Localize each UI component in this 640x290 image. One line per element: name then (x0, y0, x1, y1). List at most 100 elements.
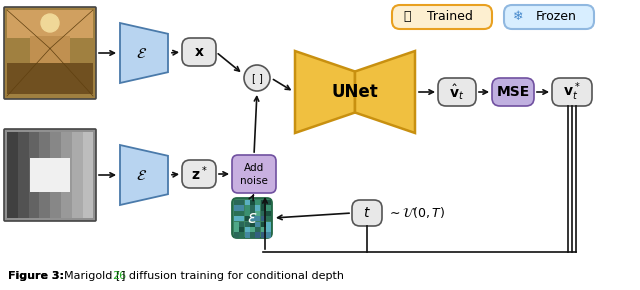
Bar (255, 211, 260, 216)
Bar (250, 232, 255, 238)
FancyBboxPatch shape (504, 5, 594, 29)
Text: $t$: $t$ (363, 206, 371, 220)
Bar (260, 211, 266, 216)
FancyBboxPatch shape (492, 78, 534, 106)
Polygon shape (295, 51, 355, 133)
Bar (266, 232, 271, 238)
Bar (239, 205, 244, 211)
Bar (250, 205, 255, 211)
Bar (250, 227, 255, 232)
Bar (234, 211, 239, 216)
Bar (255, 216, 260, 221)
Text: Marigold [: Marigold [ (65, 271, 121, 281)
Bar (244, 227, 250, 232)
Bar (239, 211, 244, 216)
Circle shape (244, 65, 270, 91)
Text: $\mathcal{E}$: $\mathcal{E}$ (136, 46, 147, 61)
Bar (234, 227, 239, 232)
Text: Frozen: Frozen (536, 10, 577, 23)
FancyBboxPatch shape (182, 38, 216, 66)
FancyBboxPatch shape (232, 198, 272, 238)
Bar (30, 158, 70, 192)
Text: 26: 26 (112, 271, 126, 281)
Text: $\mathbf{z}^*$: $\mathbf{z}^*$ (191, 165, 207, 183)
FancyBboxPatch shape (352, 200, 382, 226)
Text: noise: noise (240, 176, 268, 186)
Bar (7, 63, 93, 94)
Text: Figure 3:: Figure 3: (8, 271, 68, 281)
Bar (50, 132, 61, 218)
Bar (244, 205, 250, 211)
FancyBboxPatch shape (4, 7, 96, 99)
Bar (30, 36, 70, 63)
Bar (7, 132, 18, 218)
Bar (250, 200, 255, 205)
Text: $\hat{\mathbf{v}}_t$: $\hat{\mathbf{v}}_t$ (449, 82, 465, 102)
Bar (61, 132, 72, 218)
Bar (266, 216, 271, 221)
FancyBboxPatch shape (182, 160, 216, 188)
Bar (234, 205, 239, 211)
Bar (234, 232, 239, 238)
Text: $\epsilon$: $\epsilon$ (247, 209, 257, 227)
Bar (244, 222, 250, 227)
Text: 🔥: 🔥 (403, 10, 411, 23)
Bar (260, 232, 266, 238)
Text: ] diffusion training for conditional depth: ] diffusion training for conditional dep… (121, 271, 344, 281)
FancyBboxPatch shape (4, 129, 96, 221)
Bar (40, 132, 50, 218)
Bar (260, 227, 266, 232)
Text: MSE: MSE (497, 85, 530, 99)
Bar (260, 222, 266, 227)
Bar (29, 132, 40, 218)
Bar (234, 216, 239, 221)
Circle shape (41, 14, 59, 32)
Bar (266, 200, 271, 205)
Bar (255, 222, 260, 227)
Text: UNet: UNet (332, 83, 378, 101)
Text: $\mathbf{x}$: $\mathbf{x}$ (194, 45, 204, 59)
Bar (255, 227, 260, 232)
Bar (260, 205, 266, 211)
Text: $\mathcal{E}$: $\mathcal{E}$ (136, 168, 147, 182)
Bar (244, 216, 250, 221)
Bar (244, 200, 250, 205)
Bar (239, 222, 244, 227)
Text: Figure 3:: Figure 3: (0, 289, 1, 290)
Bar (244, 211, 250, 216)
Bar (266, 211, 271, 216)
Bar (239, 216, 244, 221)
Bar (260, 216, 266, 221)
FancyBboxPatch shape (438, 78, 476, 106)
Bar (244, 232, 250, 238)
FancyBboxPatch shape (552, 78, 592, 106)
Text: Add: Add (244, 163, 264, 173)
Text: $\mathbf{v}_t^*$: $\mathbf{v}_t^*$ (563, 81, 580, 103)
Bar (266, 227, 271, 232)
Polygon shape (120, 23, 168, 83)
Bar (255, 232, 260, 238)
Text: $\sim \mathcal{U}(0, T)$: $\sim \mathcal{U}(0, T)$ (387, 206, 445, 220)
Bar (266, 205, 271, 211)
Bar (234, 200, 239, 205)
Bar (250, 222, 255, 227)
Bar (250, 211, 255, 216)
FancyBboxPatch shape (232, 155, 276, 193)
Bar (72, 132, 83, 218)
Polygon shape (355, 51, 415, 133)
Polygon shape (120, 145, 168, 205)
Bar (260, 200, 266, 205)
Bar (250, 216, 255, 221)
Bar (266, 222, 271, 227)
Text: Trained: Trained (427, 10, 473, 23)
Bar (234, 222, 239, 227)
Bar (239, 232, 244, 238)
Bar (83, 132, 93, 218)
Bar (255, 205, 260, 211)
Bar (239, 227, 244, 232)
Bar (239, 200, 244, 205)
Text: ❄: ❄ (513, 10, 524, 23)
FancyBboxPatch shape (392, 5, 492, 29)
Bar (18, 132, 29, 218)
FancyBboxPatch shape (7, 10, 93, 38)
